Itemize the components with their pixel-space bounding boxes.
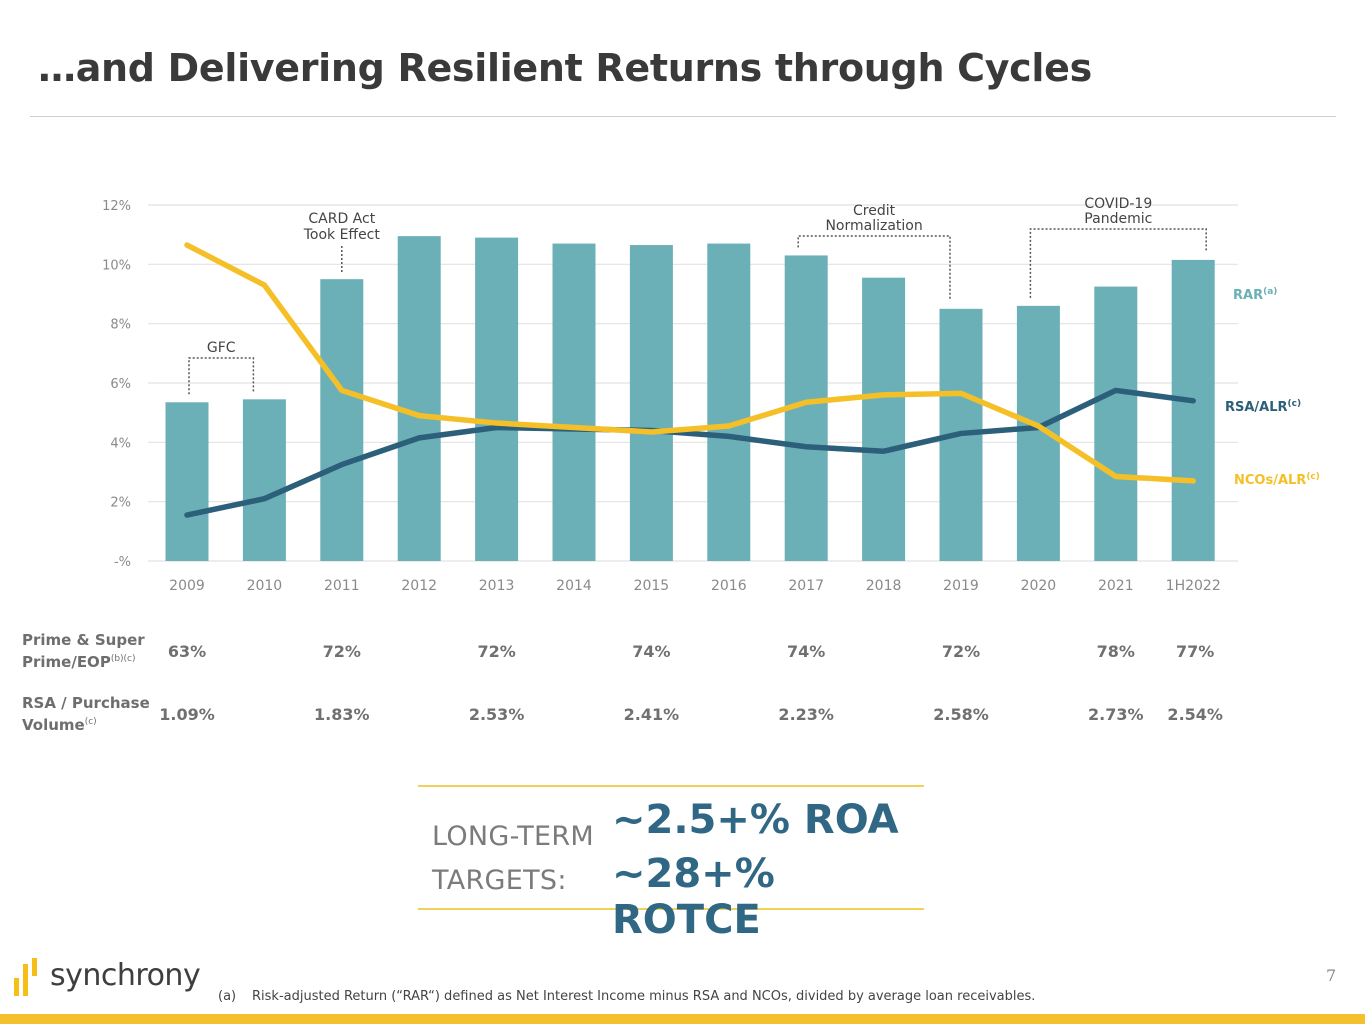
metric-row-label: RSA / Purchase Volume(c) xyxy=(22,694,150,734)
annotation-bracket xyxy=(188,357,255,395)
roa-target: ~2.5+% ROA xyxy=(612,797,899,843)
y-tick-label: 4% xyxy=(110,436,131,451)
bar-rar xyxy=(165,402,209,561)
bar-rar xyxy=(1171,259,1215,561)
x-tick-label: 2012 xyxy=(401,578,437,594)
bar-rar xyxy=(552,243,596,562)
bar-rar xyxy=(862,277,906,561)
series-label-rar: RAR(a) xyxy=(1233,287,1277,303)
x-tick-label: 1H2022 xyxy=(1166,578,1221,594)
annotation-label: GFC xyxy=(207,340,236,356)
annotation-label: Normalization xyxy=(825,218,922,234)
metric-value: 74% xyxy=(632,642,671,661)
page-number: 7 xyxy=(1326,966,1337,985)
annotation-bracket xyxy=(1029,228,1207,298)
metric-value: 1.09% xyxy=(159,705,215,724)
y-tick-label: 8% xyxy=(110,318,131,333)
metric-value: 2.23% xyxy=(778,705,834,724)
metric-value: 2.73% xyxy=(1088,705,1144,724)
metric-value: 74% xyxy=(787,642,826,661)
metric-value: 63% xyxy=(167,642,207,661)
x-tick-label: 2020 xyxy=(1021,578,1057,594)
x-tick-label: 2018 xyxy=(866,578,902,594)
line-ncos-alr xyxy=(184,242,1196,484)
y-tick-label: 12% xyxy=(102,199,131,214)
x-tick-label: 2013 xyxy=(479,578,515,594)
metric-row-label: Prime & Super Prime/EOP(b)(c) xyxy=(22,631,145,671)
annotation-label: Took Effect xyxy=(303,227,381,243)
bar-rar xyxy=(320,279,364,561)
x-tick-label: 2019 xyxy=(943,578,979,594)
x-tick-label: 2021 xyxy=(1098,578,1134,594)
y-tick-label: 6% xyxy=(110,377,131,392)
annotation-bracket xyxy=(797,235,951,301)
bar-rar xyxy=(1094,286,1138,561)
line-rsa-alr xyxy=(184,387,1196,518)
bottom-accent-bar xyxy=(0,1014,1365,1024)
title-divider xyxy=(30,116,1336,117)
logo-wordmark: synchrony xyxy=(50,958,201,993)
metric-value: 78% xyxy=(1096,642,1135,661)
x-tick-label: 2009 xyxy=(169,578,205,594)
rar-chart: -% 2% 4% 6% 8% 10% 12% 2009 2010 2011 2012 2013 201… xyxy=(102,196,1320,594)
metric-value: 72% xyxy=(477,642,516,661)
bar-rar xyxy=(242,399,286,561)
metric-value: 77% xyxy=(1176,642,1215,661)
rotce-target: ~28+% ROTCE xyxy=(612,851,775,943)
y-tick-label: -% xyxy=(114,555,131,570)
bar-rar xyxy=(475,237,519,561)
bar-rar xyxy=(707,243,751,562)
footnote-mark: (a) xyxy=(218,989,237,1004)
targets-label-line2: TARGETS: xyxy=(432,865,567,896)
bar-rar xyxy=(397,236,441,561)
x-tick-label: 2010 xyxy=(247,578,283,594)
targets-label: LONG-TERM TARGETS: xyxy=(432,815,594,903)
y-tick-label: 10% xyxy=(102,258,131,273)
metric-value: 72% xyxy=(941,642,981,661)
metric-value: 2.58% xyxy=(933,705,989,724)
series-label-rsa-alr: RSA/ALR(c) xyxy=(1225,399,1301,415)
x-tick-label: 2014 xyxy=(556,578,592,594)
targets-label-line1: LONG-TERM xyxy=(432,821,595,852)
metric-value: 1.83% xyxy=(314,705,370,724)
long-term-targets: LONG-TERM TARGETS: ~2.5+% ROA ~28+% ROTC… xyxy=(418,785,924,943)
metric-value: 2.41% xyxy=(623,705,680,724)
metric-value: 2.53% xyxy=(468,705,525,724)
annotation-label: CARD Act xyxy=(308,211,375,227)
metric-value: 72% xyxy=(322,642,361,661)
metric-value: 2.54% xyxy=(1167,705,1223,724)
annotation-label: COVID-19 xyxy=(1084,196,1152,212)
slide-title: …and Delivering Resilient Returns throug… xyxy=(38,46,1092,90)
annotation-label: Pandemic xyxy=(1084,211,1152,227)
x-tick-label: 2017 xyxy=(788,578,824,594)
x-tick-label: 2011 xyxy=(324,578,360,594)
footnote-text: Risk-adjusted Return (“RAR“) defined as … xyxy=(252,989,1036,1004)
series-label-ncos-alr: NCOs/ALR(c) xyxy=(1234,472,1320,488)
x-tick-label: 2015 xyxy=(634,578,670,594)
bar-rar xyxy=(629,245,673,562)
footnote: (a) Risk-adjusted Return (“RAR“) defined … xyxy=(218,989,1035,1004)
y-tick-label: 2% xyxy=(110,496,131,511)
annotation-label: Credit xyxy=(853,203,896,219)
x-tick-label: 2016 xyxy=(711,578,747,594)
